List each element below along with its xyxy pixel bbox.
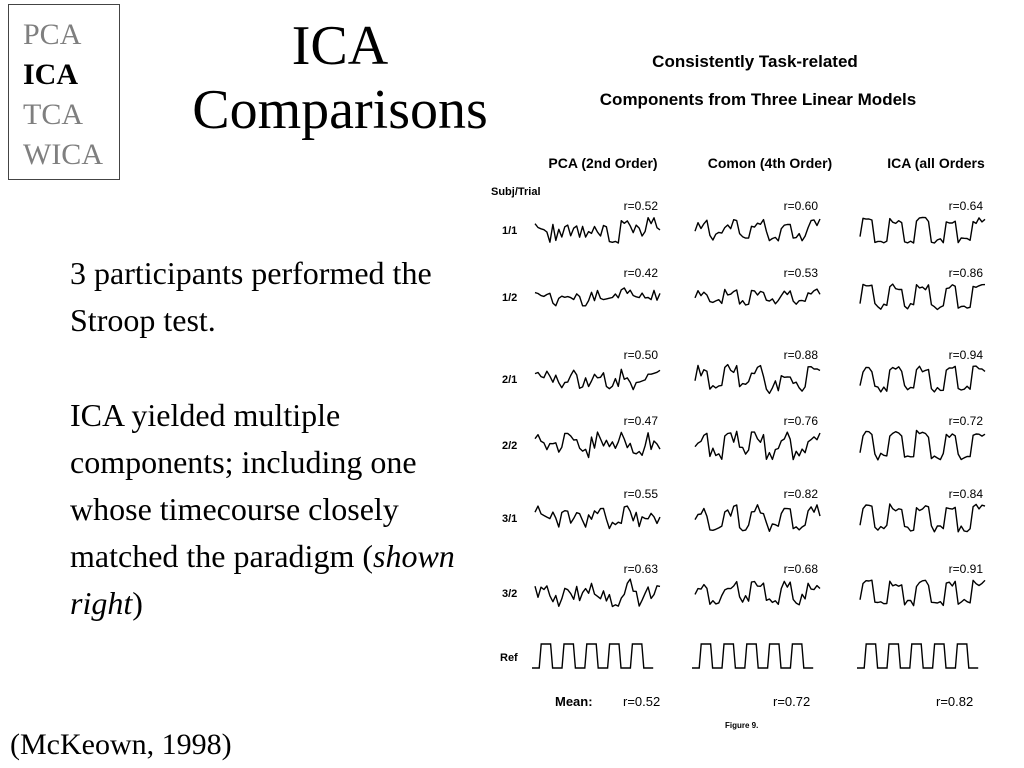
r-value-ica: r=0.64: [949, 199, 984, 213]
figure-title-line-2: Components from Three Linear Models: [600, 90, 916, 109]
nav-item-wica[interactable]: WICA: [23, 138, 103, 171]
reference-square-wave-pca: [532, 643, 654, 669]
nav-item-tca[interactable]: TCA: [23, 98, 83, 131]
r-value-pca: r=0.50: [624, 348, 659, 362]
paragraph-ica-end: ): [132, 585, 143, 621]
timecourse-trace-pca: [534, 505, 661, 530]
timecourse-trace-ica: [859, 365, 986, 393]
timecourse-trace-ica: [859, 503, 986, 533]
r-value-pca: r=0.47: [624, 414, 659, 428]
body-text: 3 participants performed the Stroop test…: [70, 250, 480, 627]
timecourse-trace-comon: [694, 363, 821, 395]
r-value-comon: r=0.82: [784, 487, 819, 501]
figure-svg: Consistently Task-related Components fro…: [491, 52, 986, 730]
r-value-comon: r=0.53: [784, 266, 819, 280]
r-value-pca: r=0.55: [624, 487, 659, 501]
row-header-subj-trial: Subj/Trial: [491, 186, 541, 198]
nav-item-pca[interactable]: PCA: [23, 18, 82, 51]
nav-item-ica[interactable]: ICA: [23, 58, 79, 91]
mean-label: Mean:: [555, 694, 593, 709]
paragraph-participants: 3 participants performed the Stroop test…: [70, 255, 432, 338]
timecourse-trace-pca: [534, 578, 661, 608]
r-value-pca: r=0.52: [624, 199, 659, 213]
column-header-comon: Comon (4th Order): [708, 155, 832, 171]
r-value-ica: r=0.86: [949, 266, 984, 280]
row-label: 1/2: [502, 292, 517, 304]
timecourse-trace-ica: [859, 579, 986, 607]
r-value-ica: r=0.72: [949, 414, 984, 428]
timecourse-trace-ica: [859, 429, 986, 461]
column-header-pca: PCA (2nd Order): [548, 155, 657, 171]
figure-rows: 1/1 r=0.52 r=0.60 r=0.64 1/2 r=0.42 r=0.53 r=0.…: [502, 199, 986, 669]
r-value-comon: r=0.76: [784, 414, 819, 428]
ref-label: Ref: [500, 652, 518, 664]
timecourse-trace-ica: [859, 283, 986, 311]
mean-value-pca: r=0.52: [623, 694, 660, 709]
r-value-ica: r=0.91: [949, 562, 984, 576]
timecourse-trace-pca: [534, 216, 661, 244]
reference-square-wave-ica: [857, 643, 979, 669]
figure-panel: Consistently Task-related Components fro…: [490, 40, 1024, 740]
timecourse-trace-comon: [694, 504, 821, 532]
paragraph-ica-main: ICA yielded multiple components; includi…: [70, 397, 417, 574]
r-value-comon: r=0.68: [784, 562, 819, 576]
r-value-comon: r=0.60: [784, 199, 819, 213]
r-value-comon: r=0.88: [784, 348, 819, 362]
timecourse-trace-pca: [534, 287, 661, 307]
timecourse-trace-pca: [534, 431, 661, 459]
slide-title: ICA Comparisons: [140, 14, 540, 142]
method-nav-box: PCA ICA TCA WICA: [8, 4, 120, 180]
timecourse-trace-comon: [694, 218, 821, 242]
timecourse-trace-ica: [859, 216, 986, 244]
timecourse-trace-comon: [694, 580, 821, 606]
timecourse-trace-comon: [694, 430, 821, 461]
mean-value-ica: r=0.82: [936, 694, 973, 709]
r-value-ica: r=0.84: [949, 487, 984, 501]
column-header-ica: ICA (all Orders: [887, 155, 985, 171]
figure-title-line-1: Consistently Task-related: [652, 52, 858, 71]
r-value-ica: r=0.94: [949, 348, 984, 362]
row-label: 3/2: [502, 588, 517, 600]
row-label: 2/2: [502, 440, 517, 452]
timecourse-trace-comon: [694, 288, 821, 306]
r-value-pca: r=0.63: [624, 562, 659, 576]
mean-value-comon: r=0.72: [773, 694, 810, 709]
row-label: 3/1: [502, 513, 517, 525]
figure-caption: Figure 9.: [725, 721, 758, 730]
reference-square-wave-comon: [692, 643, 814, 669]
paragraph-ica-italic: shown right: [70, 538, 455, 621]
r-value-pca: r=0.42: [624, 266, 659, 280]
timecourse-trace-pca: [534, 368, 661, 391]
row-label: 1/1: [502, 225, 517, 237]
citation: (McKeown, 1998): [10, 728, 232, 761]
title-line-1: ICA: [291, 15, 389, 77]
paragraph-ica-result: ICA yielded multiple components; includi…: [70, 392, 480, 627]
title-line-2: Comparisons: [192, 79, 488, 141]
row-label: 2/1: [502, 374, 517, 386]
